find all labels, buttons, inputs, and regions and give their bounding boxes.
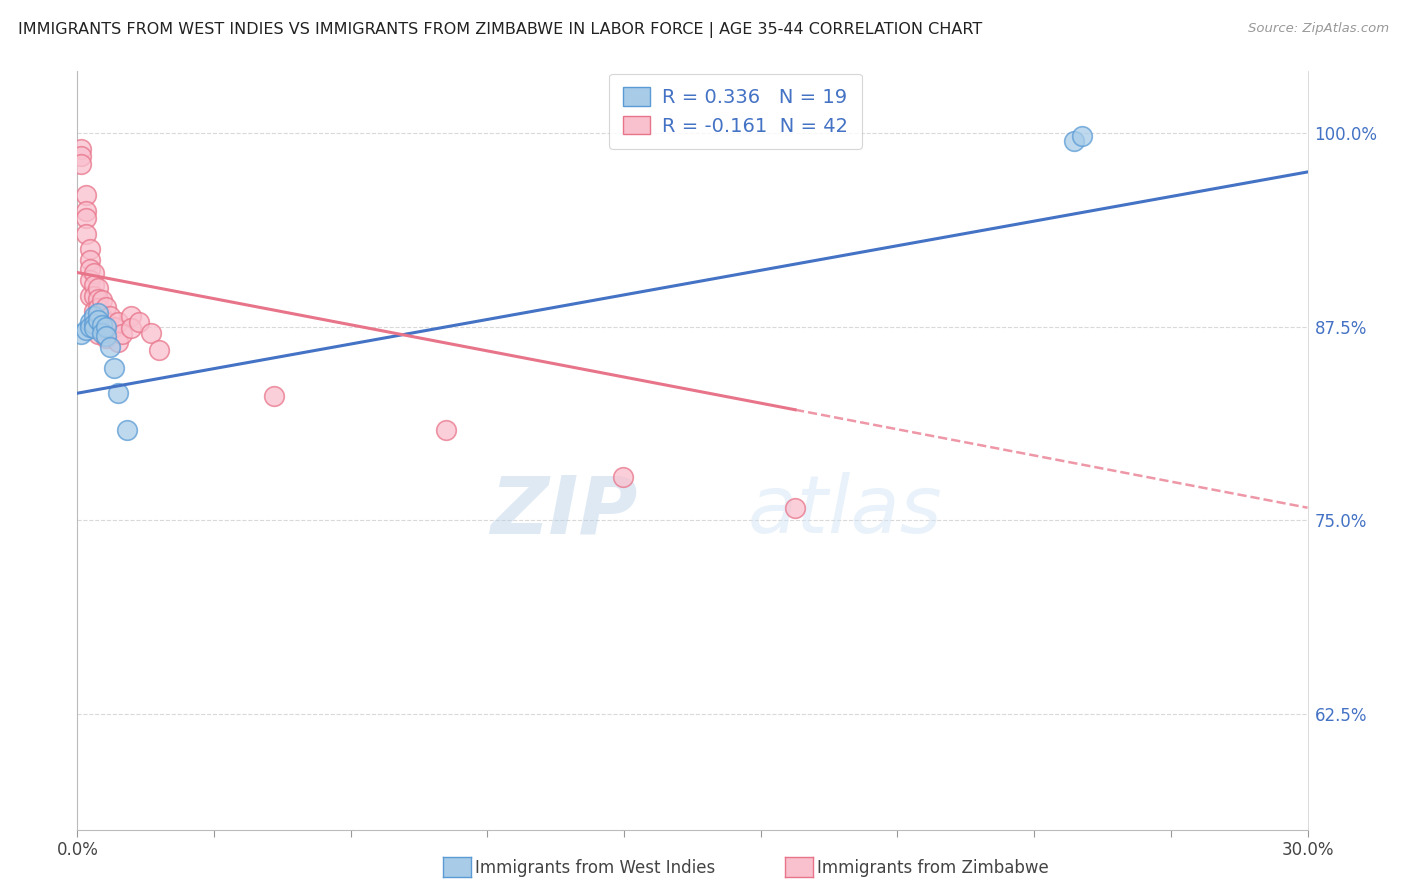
Point (1071, 129, 1094, 144)
Point (75, 227, 97, 241)
Point (87, 315, 110, 329)
Point (98, 309, 121, 323)
Point (70, 149, 93, 163)
Point (83, 321, 105, 335)
Point (83, 304, 105, 318)
Text: IMMIGRANTS FROM WEST INDIES VS IMMIGRANTS FROM ZIMBABWE IN LABOR FORCE | AGE 35-: IMMIGRANTS FROM WEST INDIES VS IMMIGRANT… (18, 22, 983, 38)
Point (90, 323, 114, 337)
Point (75, 188, 97, 202)
Point (79, 253, 101, 268)
Point (87, 301, 110, 315)
Point (94, 329, 117, 343)
Point (141, 326, 163, 340)
Point (98, 324, 121, 338)
Point (70, 327, 93, 342)
Point (90, 309, 114, 323)
Text: atlas: atlas (748, 472, 942, 550)
Point (70, 157, 93, 171)
Point (612, 469, 634, 483)
Point (79, 262, 101, 277)
Point (94, 330, 117, 344)
Point (83, 289, 105, 303)
Point (148, 343, 170, 357)
Point (103, 319, 125, 334)
Point (120, 321, 142, 335)
Point (87, 292, 110, 306)
Point (87, 327, 110, 342)
Point (87, 306, 110, 320)
Point (75, 203, 97, 218)
Point (83, 266, 105, 280)
Point (783, 500, 806, 515)
Point (87, 313, 110, 327)
Point (1063, 134, 1085, 148)
Legend: R = 0.336   N = 19, R = -0.161  N = 42: R = 0.336 N = 19, R = -0.161 N = 42 (609, 73, 862, 149)
Point (87, 281, 110, 295)
Point (263, 389, 285, 403)
Point (90, 318, 114, 332)
Point (70, 142, 93, 156)
Point (79, 273, 101, 287)
Point (107, 386, 129, 401)
Point (83, 317, 105, 331)
Point (103, 361, 125, 376)
Point (75, 211, 97, 226)
Point (79, 319, 101, 334)
Text: Immigrants from West Indies: Immigrants from West Indies (475, 859, 716, 877)
Point (94, 319, 117, 334)
Point (94, 315, 117, 329)
Point (120, 309, 142, 323)
Point (83, 277, 105, 292)
Point (83, 309, 105, 323)
Point (94, 300, 117, 314)
Point (111, 327, 134, 342)
Point (436, 423, 458, 437)
Point (107, 335, 129, 350)
Point (79, 242, 101, 256)
Point (107, 315, 129, 329)
Text: Immigrants from Zimbabwe: Immigrants from Zimbabwe (817, 859, 1049, 877)
Point (98, 340, 121, 354)
Point (128, 315, 150, 329)
Point (115, 423, 138, 437)
Point (90, 293, 114, 308)
Point (79, 289, 101, 303)
Text: Source: ZipAtlas.com: Source: ZipAtlas.com (1249, 22, 1389, 36)
Text: ZIP: ZIP (489, 472, 637, 550)
Point (79, 315, 101, 329)
Point (75, 323, 97, 337)
Point (90, 326, 114, 340)
